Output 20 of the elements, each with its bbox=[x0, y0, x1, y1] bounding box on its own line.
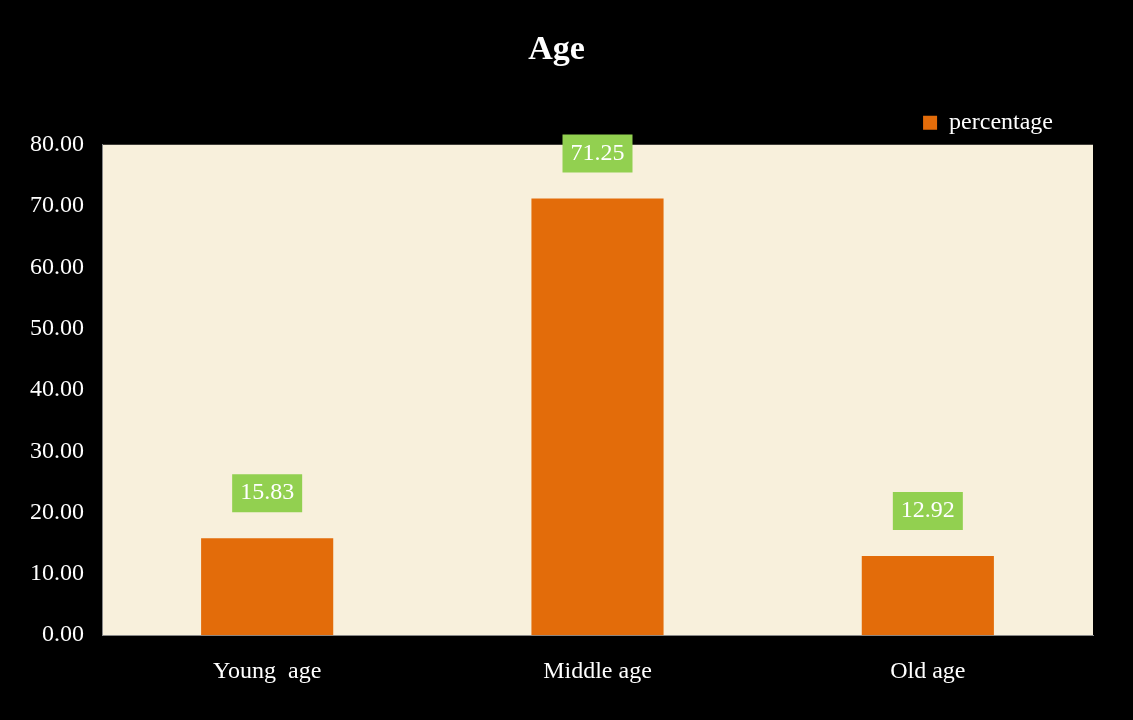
data-label: 15.83 bbox=[240, 478, 295, 505]
y-tick-label: 10.00 bbox=[30, 559, 84, 586]
y-tick-label: 40.00 bbox=[30, 375, 84, 402]
y-tick-label: 0.00 bbox=[42, 620, 84, 647]
y-tick-label: 70.00 bbox=[30, 191, 84, 218]
bar bbox=[201, 538, 334, 636]
y-tick-label: 80.00 bbox=[30, 130, 84, 157]
y-tick-label: 60.00 bbox=[30, 252, 84, 279]
bar bbox=[861, 556, 994, 636]
y-tick-label: 20.00 bbox=[30, 497, 84, 524]
y-tick-label: 50.00 bbox=[30, 314, 84, 340]
x-tick-label: Old age bbox=[890, 656, 966, 683]
data-label: 71.25 bbox=[570, 138, 625, 165]
x-tick-label: Middle age bbox=[543, 656, 652, 683]
chart-title: Age bbox=[528, 29, 585, 67]
bar bbox=[531, 198, 664, 636]
x-tick-label: Young age bbox=[213, 656, 322, 683]
y-tick-label: 30.00 bbox=[30, 436, 84, 463]
legend-label: percentage bbox=[949, 108, 1053, 135]
data-label: 12.92 bbox=[900, 496, 955, 523]
